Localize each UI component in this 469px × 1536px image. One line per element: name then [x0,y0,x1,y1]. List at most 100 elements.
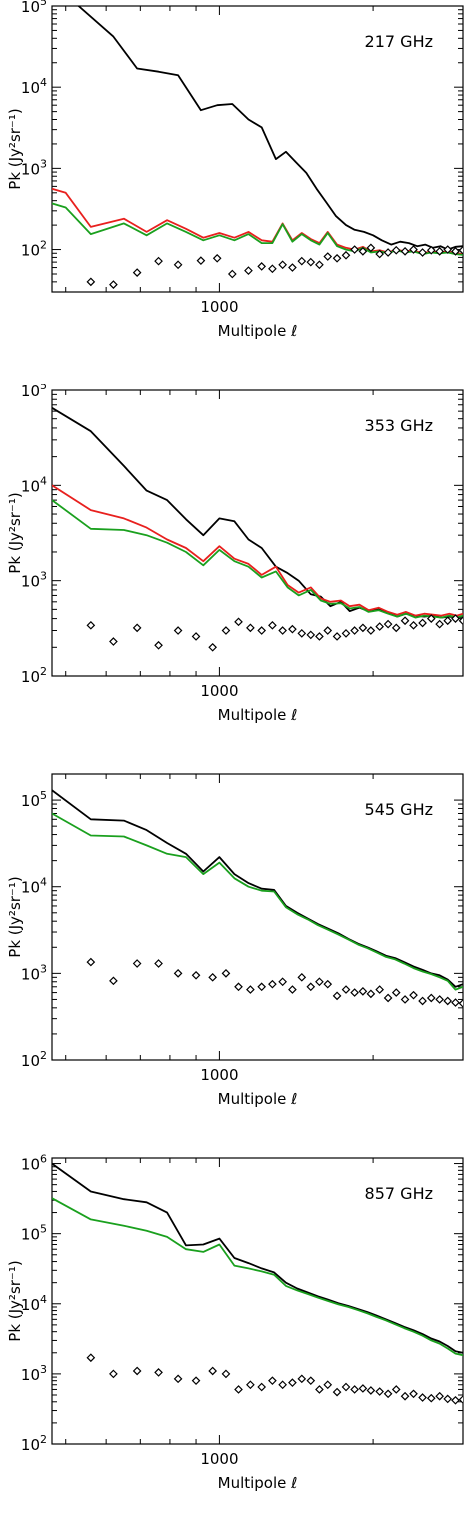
x-axis-label: Multipole ℓ [218,322,298,340]
data-point [288,624,297,634]
x-tick-label: 1000 [200,298,238,316]
y-tick-label: 105 [21,0,47,16]
axis-ticks [52,5,464,293]
data-point [350,626,359,635]
data-point [173,969,183,978]
data-point [400,616,410,626]
data-point [332,253,342,263]
panel-545-ghz: 102 103 104 105 1000 Multipole ℓ Pk (Jy²sr⁻¹) 5… [0,768,469,1152]
data-point [268,620,277,630]
series-line [52,812,463,991]
data-point [323,252,333,261]
data-point [306,1376,316,1386]
data-point [221,969,231,978]
data-point [443,1394,453,1404]
y-tick-label: 104 [21,76,47,97]
y-tick-label: 103 [21,570,47,591]
data-point [86,620,96,630]
data-point [208,972,218,982]
data-point [458,1395,463,1404]
data-point [426,993,436,1003]
data-area [52,789,463,1008]
data-point [341,250,351,260]
data-point [154,640,163,650]
data-point [383,619,393,629]
data-area [52,407,463,652]
data-point [443,245,453,254]
data-point [435,995,444,1004]
y-tick-label: 104 [21,876,47,897]
data-point [418,996,427,1006]
x-tick-label: 1000 [200,1450,238,1468]
data-point [244,266,253,275]
y-tick-label: 103 [21,1363,47,1384]
data-point [332,991,342,1001]
series-line [52,1197,463,1357]
x-tick-label: 1000 [200,1066,238,1084]
panel-217-ghz: 102 103 104 105 1000 Multipole ℓ Pk (Jy²sr⁻¹) 2… [0,0,469,384]
data-point [458,245,463,255]
y-tick-label: 105 [21,384,47,400]
series-line [52,789,463,988]
data-point [409,1389,418,1399]
x-axis-label: Multipole ℓ [218,706,298,724]
data-point [426,245,436,255]
data-point [246,623,255,633]
data-point [288,1378,297,1387]
y-tick-label: 106 [21,1153,47,1174]
data-point [426,614,436,623]
data-point [246,985,255,994]
data-point [288,985,297,994]
data-point [435,1391,444,1401]
data-point [366,989,376,999]
data-point [191,970,201,980]
y-tick-label: 104 [21,474,47,495]
data-point [383,993,393,1003]
y-axis-label: Pk (Jy²sr⁻¹) [6,1260,24,1341]
axis-ticks [52,773,464,1061]
data-point [234,617,243,627]
data-point [375,985,385,994]
data-point [297,256,307,266]
data-point [278,1380,287,1390]
data-point [221,1369,231,1379]
data-point [391,988,401,997]
data-point [358,986,368,996]
axis-ticks [52,1158,464,1445]
data-point [257,982,267,992]
plot-frame [51,1157,464,1445]
data-point [246,1380,255,1390]
chart-353-ghz: 102 103 104 105 1000 Multipole ℓ Pk (Jy²sr⁻¹) 3… [6,384,464,724]
data-area [52,6,463,289]
plot-frame [51,5,464,293]
series-line [76,6,463,251]
y-axis-label: Pk (Jy²sr⁻¹) [6,492,24,573]
y-tick-label: 105 [21,1223,47,1244]
data-point [315,977,324,987]
data-point [366,1386,376,1395]
data-point [426,1393,436,1403]
data-point [268,1376,277,1386]
x-axis-label: Multipole ℓ [218,1090,298,1108]
data-point [297,972,307,982]
series-line [52,187,463,255]
data-point [154,959,163,968]
data-point [132,623,142,633]
frequency-label: 545 GHz [365,800,433,819]
data-point [418,248,427,257]
data-point [196,256,206,265]
data-point [86,277,96,287]
chart-545-ghz: 102 103 104 105 1000 Multipole ℓ Pk (Jy²sr⁻¹) 5… [6,773,464,1108]
plot-frame [51,773,464,1061]
y-tick-label: 104 [21,1293,47,1314]
data-point [278,260,287,270]
data-point [86,1353,96,1363]
data-point [323,626,333,635]
y-tick-label: 103 [21,157,47,178]
data-point [306,257,316,267]
data-point [341,629,351,638]
data-point [383,248,393,257]
data-point [268,264,277,274]
data-point [208,1366,218,1376]
data-point [451,998,460,1007]
